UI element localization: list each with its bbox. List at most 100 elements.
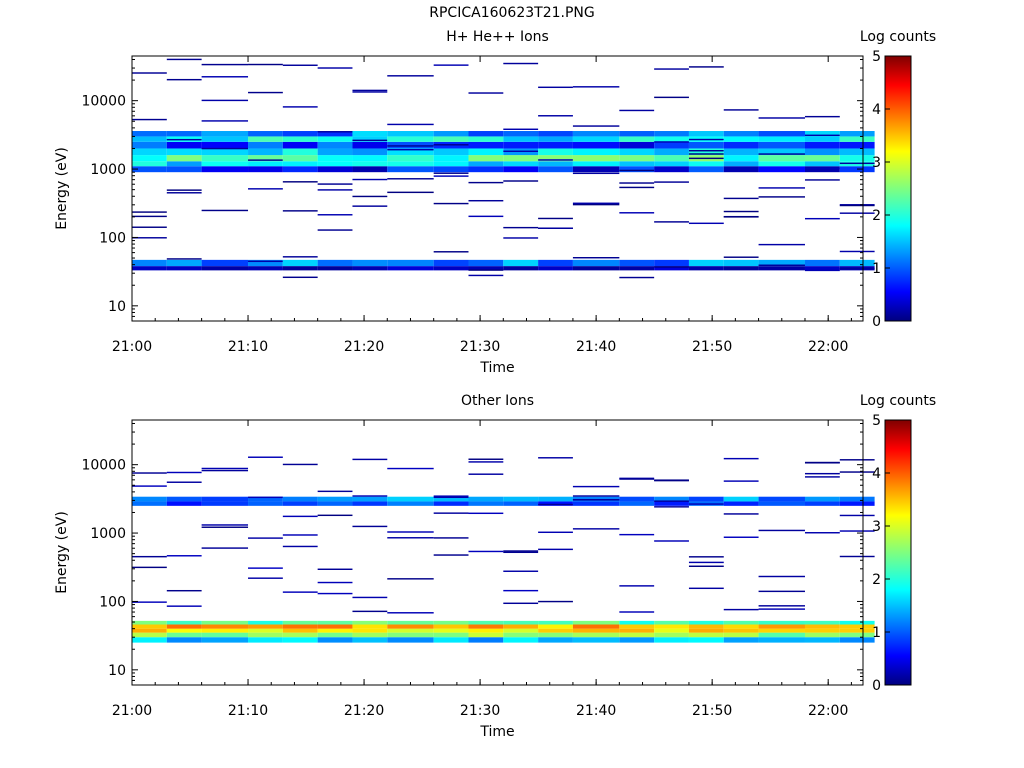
heatmap-cell — [654, 166, 689, 173]
heatmap-cell — [503, 496, 539, 502]
heatmap-cell — [248, 166, 283, 173]
heatmap-cell — [352, 91, 388, 93]
heatmap-cell — [503, 131, 539, 137]
heatmap-cell — [619, 136, 655, 142]
heatmap-cell — [201, 147, 249, 150]
colorbar-tick-label: 2 — [872, 208, 881, 224]
heatmap-cell — [538, 632, 573, 638]
heatmap-cell — [804, 259, 840, 267]
heatmap-cell — [619, 496, 655, 502]
heatmap-cell — [688, 161, 724, 167]
heatmap-cell — [654, 540, 689, 542]
heatmap-cell — [572, 266, 620, 271]
heatmap-cell — [201, 632, 249, 638]
heatmap-cell — [201, 76, 249, 78]
heatmap-cell — [387, 531, 434, 533]
heatmap-cell — [723, 155, 759, 162]
heatmap-cell — [503, 128, 539, 130]
heatmap-cell — [723, 480, 759, 482]
heatmap-cell — [723, 109, 759, 111]
heatmap-cell — [317, 620, 353, 625]
colorbar-tick-label: 3 — [872, 519, 881, 535]
heatmap-cell — [468, 136, 504, 142]
heatmap-cell — [654, 500, 689, 502]
heatmap-cell — [804, 141, 840, 149]
heatmap-cell — [387, 131, 434, 137]
heatmap-cell — [387, 166, 434, 173]
heatmap-cell — [572, 637, 620, 643]
heatmap-cell — [839, 204, 875, 207]
heatmap-cell — [132, 141, 167, 149]
x-tick-label: 21:40 — [576, 339, 616, 355]
heatmap-cell — [804, 501, 840, 506]
heatmap-cell — [654, 148, 689, 156]
x-tick-label: 21:00 — [112, 339, 152, 355]
heatmap-cell — [619, 533, 655, 536]
heatmap-cell — [282, 181, 318, 183]
heatmap-cell — [166, 471, 202, 474]
heatmap-cell — [166, 189, 202, 191]
heatmap-cell — [132, 211, 167, 213]
colorbar — [884, 419, 912, 686]
heatmap-cell — [132, 501, 167, 506]
colorbar-label: Log counts — [860, 29, 936, 45]
heatmap-cell — [503, 180, 539, 182]
heatmap-cell — [317, 637, 353, 643]
x-tick-label: 21:50 — [692, 339, 732, 355]
heatmap-cell — [758, 187, 805, 189]
y-tick-label: 100 — [99, 594, 126, 610]
heatmap-cell — [352, 131, 388, 137]
heatmap-cell — [723, 141, 759, 149]
heatmap-cell — [538, 503, 573, 506]
heatmap-cell — [723, 197, 759, 200]
heatmap-cell — [433, 637, 469, 643]
heatmap-cell — [317, 229, 353, 231]
heatmap-cell — [352, 141, 388, 149]
heatmap-cell — [688, 266, 724, 271]
heatmap-cell — [723, 536, 759, 538]
heatmap-cell — [688, 624, 724, 629]
heatmap-cell — [248, 161, 283, 167]
heatmap-cell — [166, 628, 202, 633]
heatmap-cell — [619, 501, 655, 506]
heatmap-cell — [804, 131, 840, 137]
heatmap-cell — [352, 178, 388, 181]
heatmap-cell — [538, 624, 573, 629]
heatmap-cell — [317, 581, 353, 584]
heatmap-cell — [387, 155, 434, 162]
colorbar-tick-label: 5 — [872, 413, 881, 429]
y-axis-label: Energy (eV) — [54, 147, 70, 230]
heatmap-cell — [166, 605, 202, 607]
heatmap-cell — [619, 169, 655, 172]
heatmap-cell — [538, 266, 573, 271]
heatmap-cell — [433, 259, 469, 267]
heatmap-cell — [503, 259, 539, 267]
heatmap-cell — [619, 585, 655, 587]
colorbar-tick-label: 5 — [872, 49, 881, 65]
heatmap-cell — [132, 131, 167, 137]
heatmap-cell — [201, 209, 249, 212]
heatmap-cell — [352, 155, 388, 162]
heatmap-cell — [352, 525, 388, 528]
heatmap-cell — [248, 188, 283, 190]
heatmap-cell — [468, 501, 504, 506]
heatmap-cell — [387, 266, 434, 271]
heatmap-cell — [503, 637, 539, 643]
heatmap-cell — [758, 529, 805, 532]
heatmap-cell — [433, 144, 469, 146]
heatmap-cell — [166, 155, 202, 162]
heatmap-cell — [654, 131, 689, 137]
heatmap-cell — [538, 159, 573, 161]
heatmap-cell — [839, 212, 875, 214]
heatmap-cell — [538, 217, 573, 220]
page-title: RPCICA160623T21.PNG — [429, 5, 595, 21]
heatmap-cell — [166, 481, 202, 483]
heatmap-cell — [317, 141, 353, 149]
heatmap-cell — [282, 620, 318, 625]
heatmap-cell — [166, 259, 202, 267]
heatmap-cell — [654, 181, 689, 183]
heatmap-cell — [503, 602, 539, 605]
x-tick-label: 21:40 — [576, 703, 616, 719]
heatmap-cell — [282, 136, 318, 142]
